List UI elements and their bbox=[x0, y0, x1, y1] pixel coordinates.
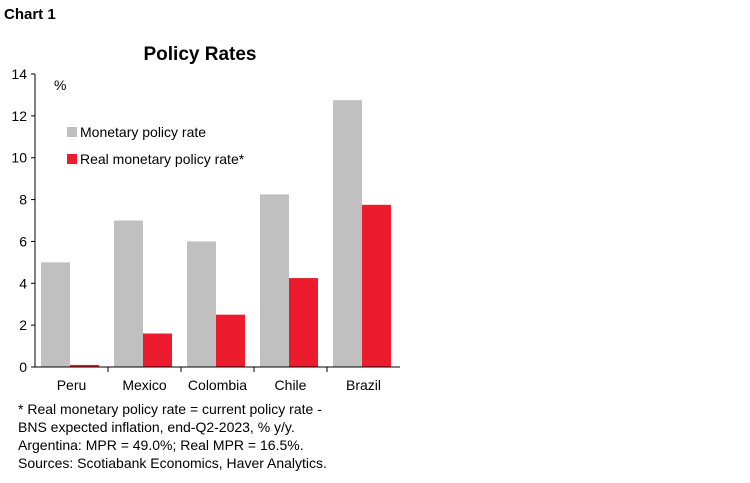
bar-real-policy-rate bbox=[70, 364, 99, 367]
y-tick-label: 2 bbox=[19, 317, 27, 333]
bar-policy-rate bbox=[41, 262, 70, 367]
x-tick-label: Brazil bbox=[346, 377, 381, 393]
chart-label: Chart 1 bbox=[4, 6, 56, 23]
y-tick-label: 4 bbox=[19, 275, 27, 291]
note-line: BNS expected inflation, end-Q2-2023, % y… bbox=[18, 419, 295, 435]
y-tick-label: 10 bbox=[11, 150, 27, 166]
bar-real-policy-rate bbox=[362, 204, 391, 367]
y-tick-label: 0 bbox=[19, 359, 27, 375]
x-tick-label: Colombia bbox=[188, 377, 247, 393]
y-tick-label: 6 bbox=[19, 233, 27, 249]
chart-title: Policy Rates bbox=[144, 44, 257, 65]
y-tick-label: 12 bbox=[11, 108, 27, 124]
chart-notes: * Real monetary policy rate = current po… bbox=[18, 400, 327, 472]
x-tick-label: Chile bbox=[275, 377, 307, 393]
bar-policy-rate bbox=[114, 220, 143, 367]
note-line: * Real monetary policy rate = current po… bbox=[18, 401, 322, 417]
legend-swatch bbox=[67, 127, 77, 137]
bar-real-policy-rate bbox=[289, 278, 318, 367]
note-line: Sources: Scotiabank Economics, Haver Ana… bbox=[18, 455, 327, 471]
bar-policy-rate bbox=[187, 241, 216, 367]
legend-label: Monetary policy rate bbox=[80, 124, 206, 140]
legend-label: Real monetary policy rate* bbox=[80, 151, 245, 167]
bar-policy-rate bbox=[333, 100, 362, 368]
bar-real-policy-rate bbox=[216, 314, 245, 367]
y-axis-unit-label: % bbox=[54, 77, 66, 93]
x-tick-label: Mexico bbox=[122, 377, 167, 393]
legend-swatch bbox=[67, 154, 77, 164]
y-tick-label: 8 bbox=[19, 192, 27, 208]
y-tick-label: 14 bbox=[11, 66, 27, 82]
bar-real-policy-rate bbox=[143, 333, 172, 367]
bar-policy-rate bbox=[260, 194, 289, 367]
x-tick-label: Peru bbox=[57, 377, 87, 393]
note-line: Argentina: MPR = 49.0%; Real MPR = 16.5%… bbox=[18, 437, 304, 453]
